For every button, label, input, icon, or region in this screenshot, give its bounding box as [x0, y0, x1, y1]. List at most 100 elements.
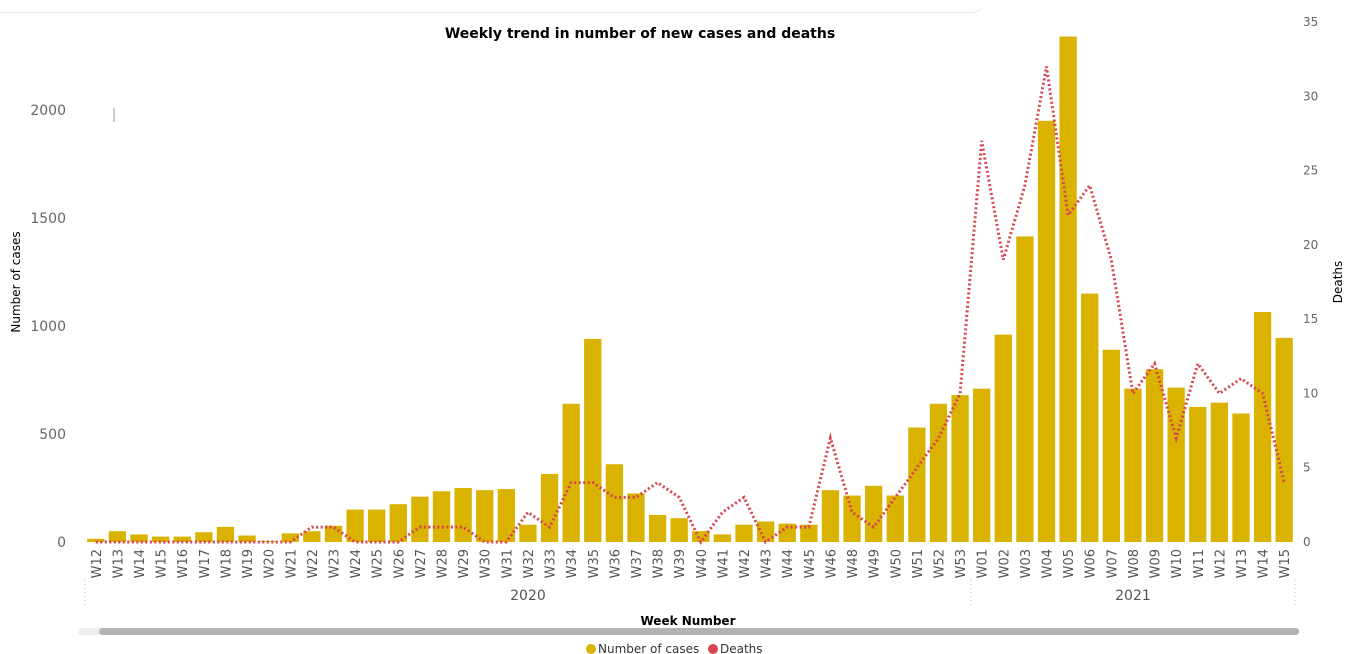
bar-W13[interactable] — [108, 531, 127, 542]
chart-title: Weekly trend in number of new cases and … — [445, 26, 835, 42]
bar-W31[interactable] — [497, 489, 515, 542]
bar-W41[interactable] — [713, 534, 732, 542]
bar-W26[interactable] — [389, 504, 407, 542]
y2-tick-label: 0 — [1303, 535, 1311, 549]
x-tick-label: W01 — [976, 549, 991, 578]
bar-W21[interactable] — [281, 533, 299, 542]
bar-W34[interactable] — [562, 403, 580, 542]
bar-W48[interactable] — [843, 495, 861, 542]
bar-W16[interactable] — [173, 536, 191, 542]
bar-W15[interactable] — [151, 536, 170, 542]
bar-W29[interactable] — [454, 488, 472, 542]
x-tick-label: W12 — [90, 549, 105, 578]
bar-W43[interactable] — [756, 521, 775, 542]
bar-W04[interactable] — [1037, 120, 1056, 543]
x-tick-label: W35 — [587, 549, 602, 578]
x-tick-label: W42 — [738, 549, 753, 578]
bar-W51[interactable] — [908, 427, 926, 542]
bar-W22[interactable] — [303, 531, 321, 542]
x-tick-label: W11 — [1192, 549, 1207, 578]
bar-W18[interactable] — [216, 526, 235, 542]
scrollbar-thumb[interactable] — [99, 628, 1299, 635]
x-tick-label: W15 — [1278, 549, 1293, 578]
bar-W07[interactable] — [1102, 349, 1120, 542]
bar-W52[interactable] — [929, 403, 948, 542]
bar-W42[interactable] — [735, 524, 753, 542]
bar-W37[interactable] — [627, 493, 645, 542]
bar-W53[interactable] — [951, 395, 969, 542]
x-tick-label: W51 — [911, 549, 926, 578]
y-axis-title: Number of cases — [9, 231, 23, 332]
x-tick-label: W07 — [1105, 549, 1120, 578]
bar-W01[interactable] — [973, 388, 991, 542]
bar-W12[interactable] — [87, 538, 105, 542]
bar-W49[interactable] — [865, 485, 883, 542]
x-tick-label: W29 — [457, 549, 472, 578]
y-tick-label: 1000 — [30, 319, 66, 335]
bar-W30[interactable] — [476, 490, 494, 542]
x-axis: W12 W13 W14 W15 W16 W17 W18 W19 W20 W21 W22 W23 W24 W… — [90, 549, 1293, 578]
bar-W23[interactable] — [324, 525, 343, 542]
bar-W46[interactable] — [821, 490, 840, 542]
bar-W14[interactable] — [1253, 311, 1272, 542]
bar-W19[interactable] — [238, 535, 256, 542]
legend-label-cases: Number of cases — [598, 642, 699, 654]
bar-series-cases — [87, 36, 1293, 543]
bar-W08[interactable] — [1124, 388, 1142, 542]
bar-W25[interactable] — [368, 509, 386, 542]
bar-W39[interactable] — [670, 518, 688, 542]
x-tick-label: W04 — [1041, 549, 1056, 578]
bar-W36[interactable] — [605, 464, 624, 542]
bar-W28[interactable] — [432, 491, 451, 542]
bar-W35[interactable] — [584, 338, 602, 542]
bar-W10[interactable] — [1167, 387, 1185, 542]
bar-W11[interactable] — [1189, 407, 1207, 542]
bar-W24[interactable] — [346, 509, 364, 542]
y2-tick-label: 35 — [1303, 15, 1318, 29]
bar-W40[interactable] — [692, 531, 710, 542]
y2-tick-label: 20 — [1303, 238, 1318, 252]
year-label: 2020 — [510, 588, 546, 604]
bar-W17[interactable] — [195, 532, 213, 542]
bar-W33[interactable] — [540, 473, 559, 542]
x-tick-label: W28 — [436, 549, 451, 578]
x-tick-label: W09 — [1149, 549, 1164, 578]
line-series-deaths — [95, 66, 1286, 545]
bar-W05[interactable] — [1059, 36, 1077, 543]
top-panel-strip — [0, 0, 985, 13]
x-tick-label: W10 — [1170, 549, 1185, 578]
x-tick-label: W17 — [198, 549, 213, 578]
bar-W14[interactable] — [130, 534, 148, 542]
legend-label-deaths: Deaths — [720, 642, 763, 654]
x-tick-label: W52 — [932, 549, 947, 578]
y2-axis: 0 5 10 15 20 25 30 35 — [1303, 15, 1318, 549]
x-tick-label: W37 — [630, 549, 645, 578]
bar-W02[interactable] — [994, 334, 1012, 542]
x-tick-label: W13 — [1235, 549, 1250, 578]
bar-W27[interactable] — [411, 496, 429, 542]
y-tick-label: 500 — [39, 427, 66, 443]
x-tick-label: W45 — [803, 549, 818, 578]
bar-W06[interactable] — [1081, 293, 1099, 542]
bar-W03[interactable] — [1016, 236, 1034, 543]
bar-W38[interactable] — [648, 515, 667, 542]
bar-W15[interactable] — [1275, 337, 1293, 542]
x-tick-label: W05 — [1062, 549, 1077, 578]
x-tick-label: W34 — [565, 549, 580, 578]
bar-W12[interactable] — [1210, 402, 1229, 542]
bar-W50[interactable] — [886, 495, 904, 542]
x-tick-label: W50 — [889, 549, 904, 578]
bar-W13[interactable] — [1232, 413, 1250, 542]
x-tick-label: W14 — [133, 549, 148, 578]
legend-marker-cases — [586, 644, 596, 654]
deaths-line — [95, 66, 1286, 545]
bar-W45[interactable] — [800, 524, 818, 542]
x-tick-label: W30 — [479, 549, 494, 578]
x-tick-label: W21 — [284, 549, 299, 578]
y-tick-label: 0 — [57, 535, 66, 551]
bar-W09[interactable] — [1145, 369, 1164, 542]
bar-W32[interactable] — [519, 524, 537, 542]
x-tick-label: W12 — [1213, 549, 1228, 578]
x-tick-label: W02 — [997, 549, 1012, 578]
x-tick-label: W27 — [414, 549, 429, 578]
